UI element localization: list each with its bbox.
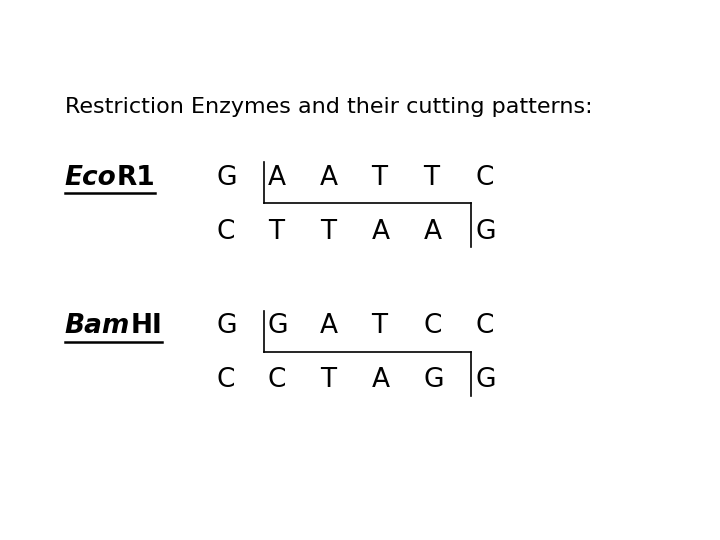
Text: T: T (320, 219, 336, 245)
Text: G: G (268, 313, 288, 339)
Text: A: A (372, 219, 390, 245)
Text: C: C (268, 367, 287, 393)
Text: A: A (320, 165, 338, 191)
Text: G: G (216, 165, 236, 191)
Text: C: C (423, 313, 442, 339)
Text: T: T (423, 165, 439, 191)
Text: A: A (320, 313, 338, 339)
Text: G: G (216, 313, 236, 339)
Text: Eco: Eco (65, 165, 117, 191)
Text: A: A (372, 367, 390, 393)
Text: G: G (216, 165, 236, 191)
Text: Restriction Enzymes and their cutting patterns:: Restriction Enzymes and their cutting pa… (65, 97, 593, 117)
Text: A: A (423, 219, 441, 245)
Text: T: T (268, 219, 284, 245)
Text: C: C (216, 367, 235, 393)
Text: G: G (423, 367, 444, 393)
Text: T: T (372, 313, 387, 339)
Text: HI: HI (130, 313, 162, 339)
Text: G: G (475, 367, 495, 393)
Text: A: A (268, 165, 286, 191)
Text: C: C (216, 219, 235, 245)
Text: R1: R1 (117, 165, 156, 191)
Text: T: T (320, 367, 336, 393)
Text: G: G (216, 313, 236, 339)
Text: C: C (475, 165, 494, 191)
Text: Bam: Bam (65, 313, 130, 339)
Text: T: T (372, 165, 387, 191)
Text: C: C (475, 313, 494, 339)
Text: G: G (475, 219, 495, 245)
